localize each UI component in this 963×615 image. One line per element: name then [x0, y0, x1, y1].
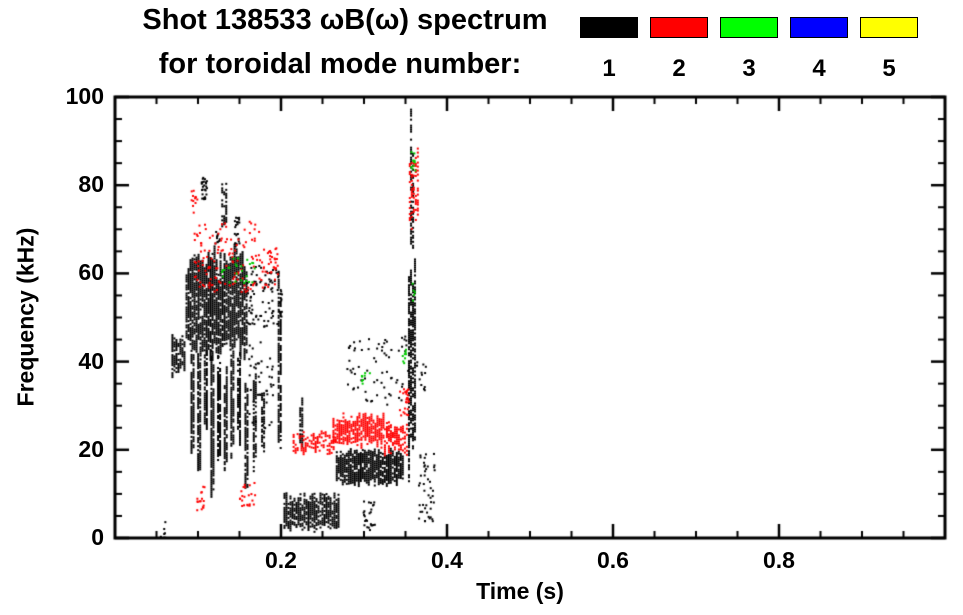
x-tick-label-0.8: 0.8	[763, 547, 795, 573]
legend-mode-number-4: 4	[812, 55, 826, 82]
chart-title-line2: for toroidal mode number:	[158, 48, 522, 80]
legend-swatch-mode-4	[790, 17, 848, 38]
legend-mode-number-2: 2	[672, 55, 686, 82]
chart-title-line1: Shot 138533 ωB(ω) spectrum	[142, 4, 548, 36]
x-tick-label-0.4: 0.4	[431, 547, 463, 573]
x-axis-label: Time (s)	[476, 578, 564, 604]
x-tick-label-0.2: 0.2	[265, 547, 297, 573]
y-tick-label-20: 20	[78, 435, 104, 462]
legend-mode-number-3: 3	[742, 55, 756, 82]
legend-swatch-mode-5	[860, 17, 918, 38]
legend-mode-number-5: 5	[882, 55, 896, 82]
legend: 1 2 3 4 5	[580, 17, 963, 92]
legend-swatch-mode-2	[650, 17, 708, 38]
y-tick-label-0: 0	[91, 524, 104, 550]
y-tick-label-60: 60	[78, 259, 104, 286]
legend-swatch-mode-1	[580, 17, 638, 38]
y-tick-label-80: 80	[78, 171, 104, 198]
y-tick-label-40: 40	[78, 347, 104, 374]
legend-mode-number-1: 1	[602, 55, 616, 82]
x-tick-label-0.6: 0.6	[597, 547, 629, 573]
legend-swatch-mode-3	[720, 17, 778, 38]
y-tick-label-100: 100	[65, 83, 104, 109]
y-axis-label: Frequency (kHz)	[12, 227, 39, 407]
